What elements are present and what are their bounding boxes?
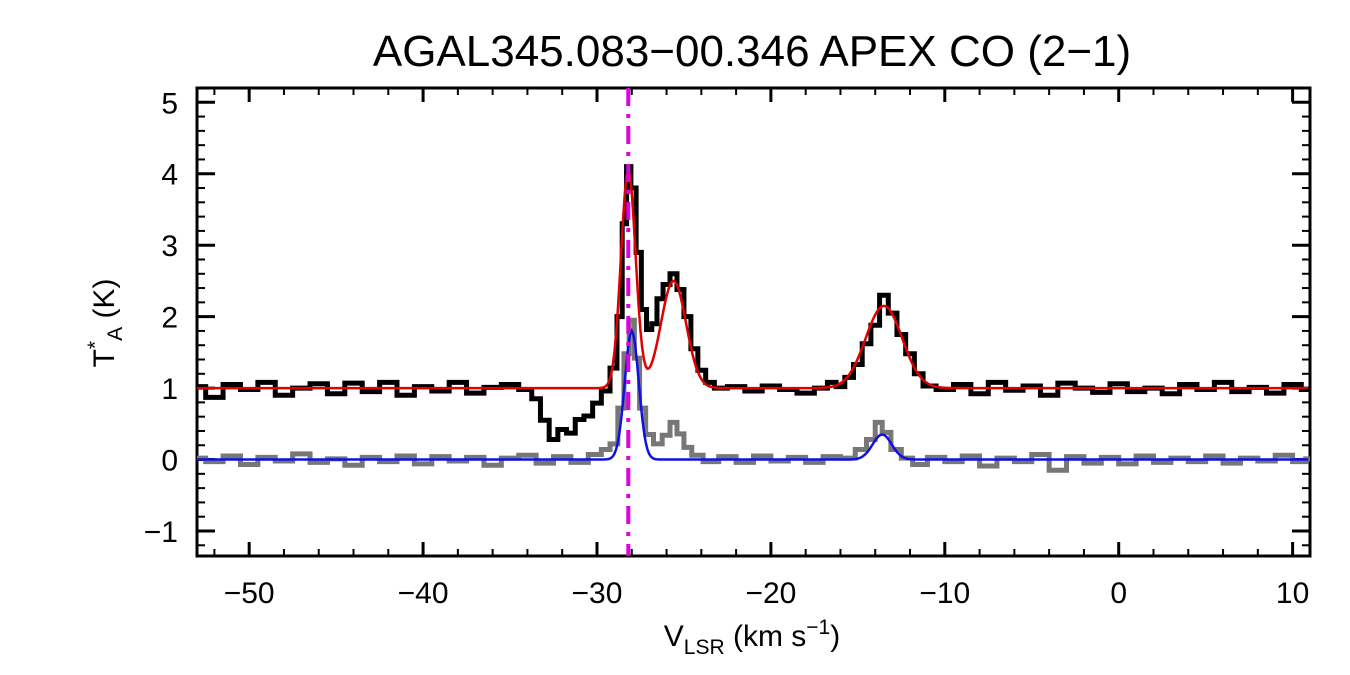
x-tick-label: −40 <box>398 577 449 610</box>
y-tick-label: 2 <box>161 302 178 335</box>
fit-upper-line <box>197 165 1309 390</box>
x-axis-label-sub: LSR <box>684 636 725 659</box>
chart-title: AGAL345.083−00.346 APEX CO (2−1) <box>373 27 1131 76</box>
observed-spectrum-lower-line <box>197 317 1310 473</box>
y-tick-label: 4 <box>161 159 178 192</box>
y-ticks-layer: −1 0 1 2 3 4 5 <box>144 87 1310 549</box>
y-axis-label-main: T <box>88 349 121 367</box>
y-axis-label-sub: A <box>104 327 127 341</box>
x-tick-label: −20 <box>745 577 796 610</box>
y-axis-label-unit: (K) <box>88 279 121 327</box>
observed-spectrum-upper-line <box>197 164 1310 443</box>
y-axis-label: T*A (K) <box>84 279 127 368</box>
y-tick-label: 1 <box>161 373 178 406</box>
y-axis-label-sup: * <box>84 341 107 349</box>
x-tick-label: −50 <box>224 577 275 610</box>
plot-frame <box>195 86 1312 558</box>
y-tick-label: 0 <box>161 445 178 478</box>
x-tick-label: −30 <box>572 577 623 610</box>
x-axis-label-unit-suffix: ) <box>830 620 840 653</box>
y-tick-label: 5 <box>161 87 178 120</box>
x-tick-label: 0 <box>1110 577 1127 610</box>
x-tick-label: −10 <box>919 577 970 610</box>
series-layer <box>197 164 1310 473</box>
fit-lower-line <box>197 327 1309 461</box>
x-axis-label-unit-prefix: (km s <box>725 620 807 653</box>
x-tick-label: 10 <box>1276 577 1309 610</box>
y-tick-label: −1 <box>144 516 178 549</box>
x-axis-label-unit-sup: −1 <box>806 616 830 639</box>
x-axis-label-main: V <box>664 620 684 653</box>
x-axis-label: VLSR (km s−1) <box>664 616 840 659</box>
x-ticks-layer: −50 −40 −30 −20 −10 0 10 <box>213 88 1309 610</box>
y-tick-label: 3 <box>161 230 178 263</box>
